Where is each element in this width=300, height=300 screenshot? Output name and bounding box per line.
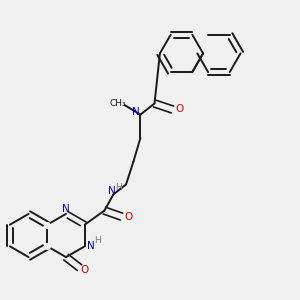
- Text: O: O: [81, 265, 89, 275]
- Text: H: H: [116, 183, 122, 192]
- Text: H: H: [94, 236, 101, 245]
- Text: N: N: [132, 107, 140, 117]
- Text: O: O: [176, 104, 184, 115]
- Text: CH₃: CH₃: [110, 99, 126, 108]
- Text: N: N: [108, 186, 116, 197]
- Text: N: N: [87, 241, 95, 251]
- Text: O: O: [124, 212, 132, 222]
- Text: N: N: [62, 204, 70, 214]
